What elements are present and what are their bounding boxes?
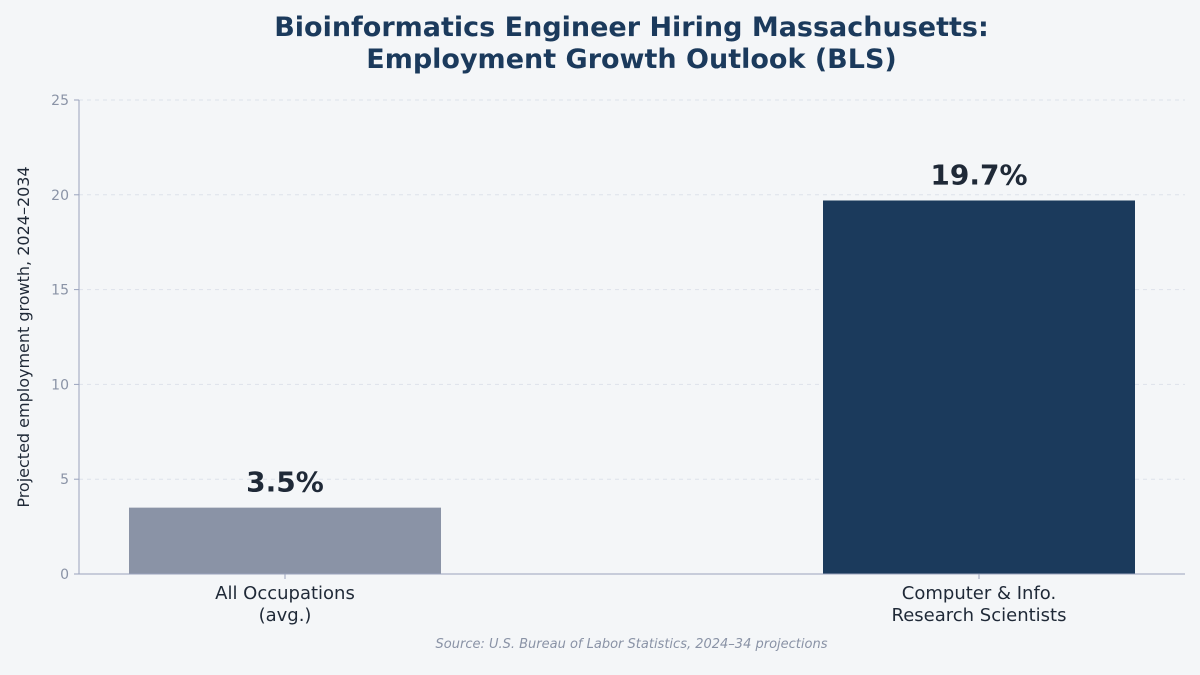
y-tick-label: 10 [51, 377, 69, 393]
bar-0 [129, 507, 441, 574]
x-tick-label: Computer & Info. [902, 583, 1056, 604]
source-note: Source: U.S. Bureau of Labor Statistics,… [435, 637, 828, 652]
y-tick-label: 0 [60, 567, 69, 583]
bar-1 [823, 200, 1135, 574]
y-axis-title: Projected employment growth, 2024–2034 [14, 166, 33, 507]
y-tick-label: 5 [60, 472, 69, 488]
chart-title-line-2: Employment Growth Outlook (BLS) [366, 44, 897, 75]
y-tick-label: 20 [51, 188, 69, 204]
x-tick-label: All Occupations [215, 583, 355, 604]
labels: 3.5% All Occupations(avg.) 19.7% Computer &… [215, 158, 1066, 626]
x-tick-label: (avg.) [259, 605, 312, 626]
bars [129, 200, 1135, 574]
bar-value-label: 3.5% [246, 466, 324, 499]
bar-value-label: 19.7% [930, 158, 1027, 191]
axes: 0 5 10 15 20 25 Projected employment growth, 2… [14, 93, 1185, 583]
y-tick-label: 15 [51, 283, 69, 299]
x-tick-label: Research Scientists [892, 605, 1067, 626]
y-tick-label: 25 [51, 93, 69, 109]
chart-title-line-1: Bioinformatics Engineer Hiring Massachus… [274, 12, 989, 43]
